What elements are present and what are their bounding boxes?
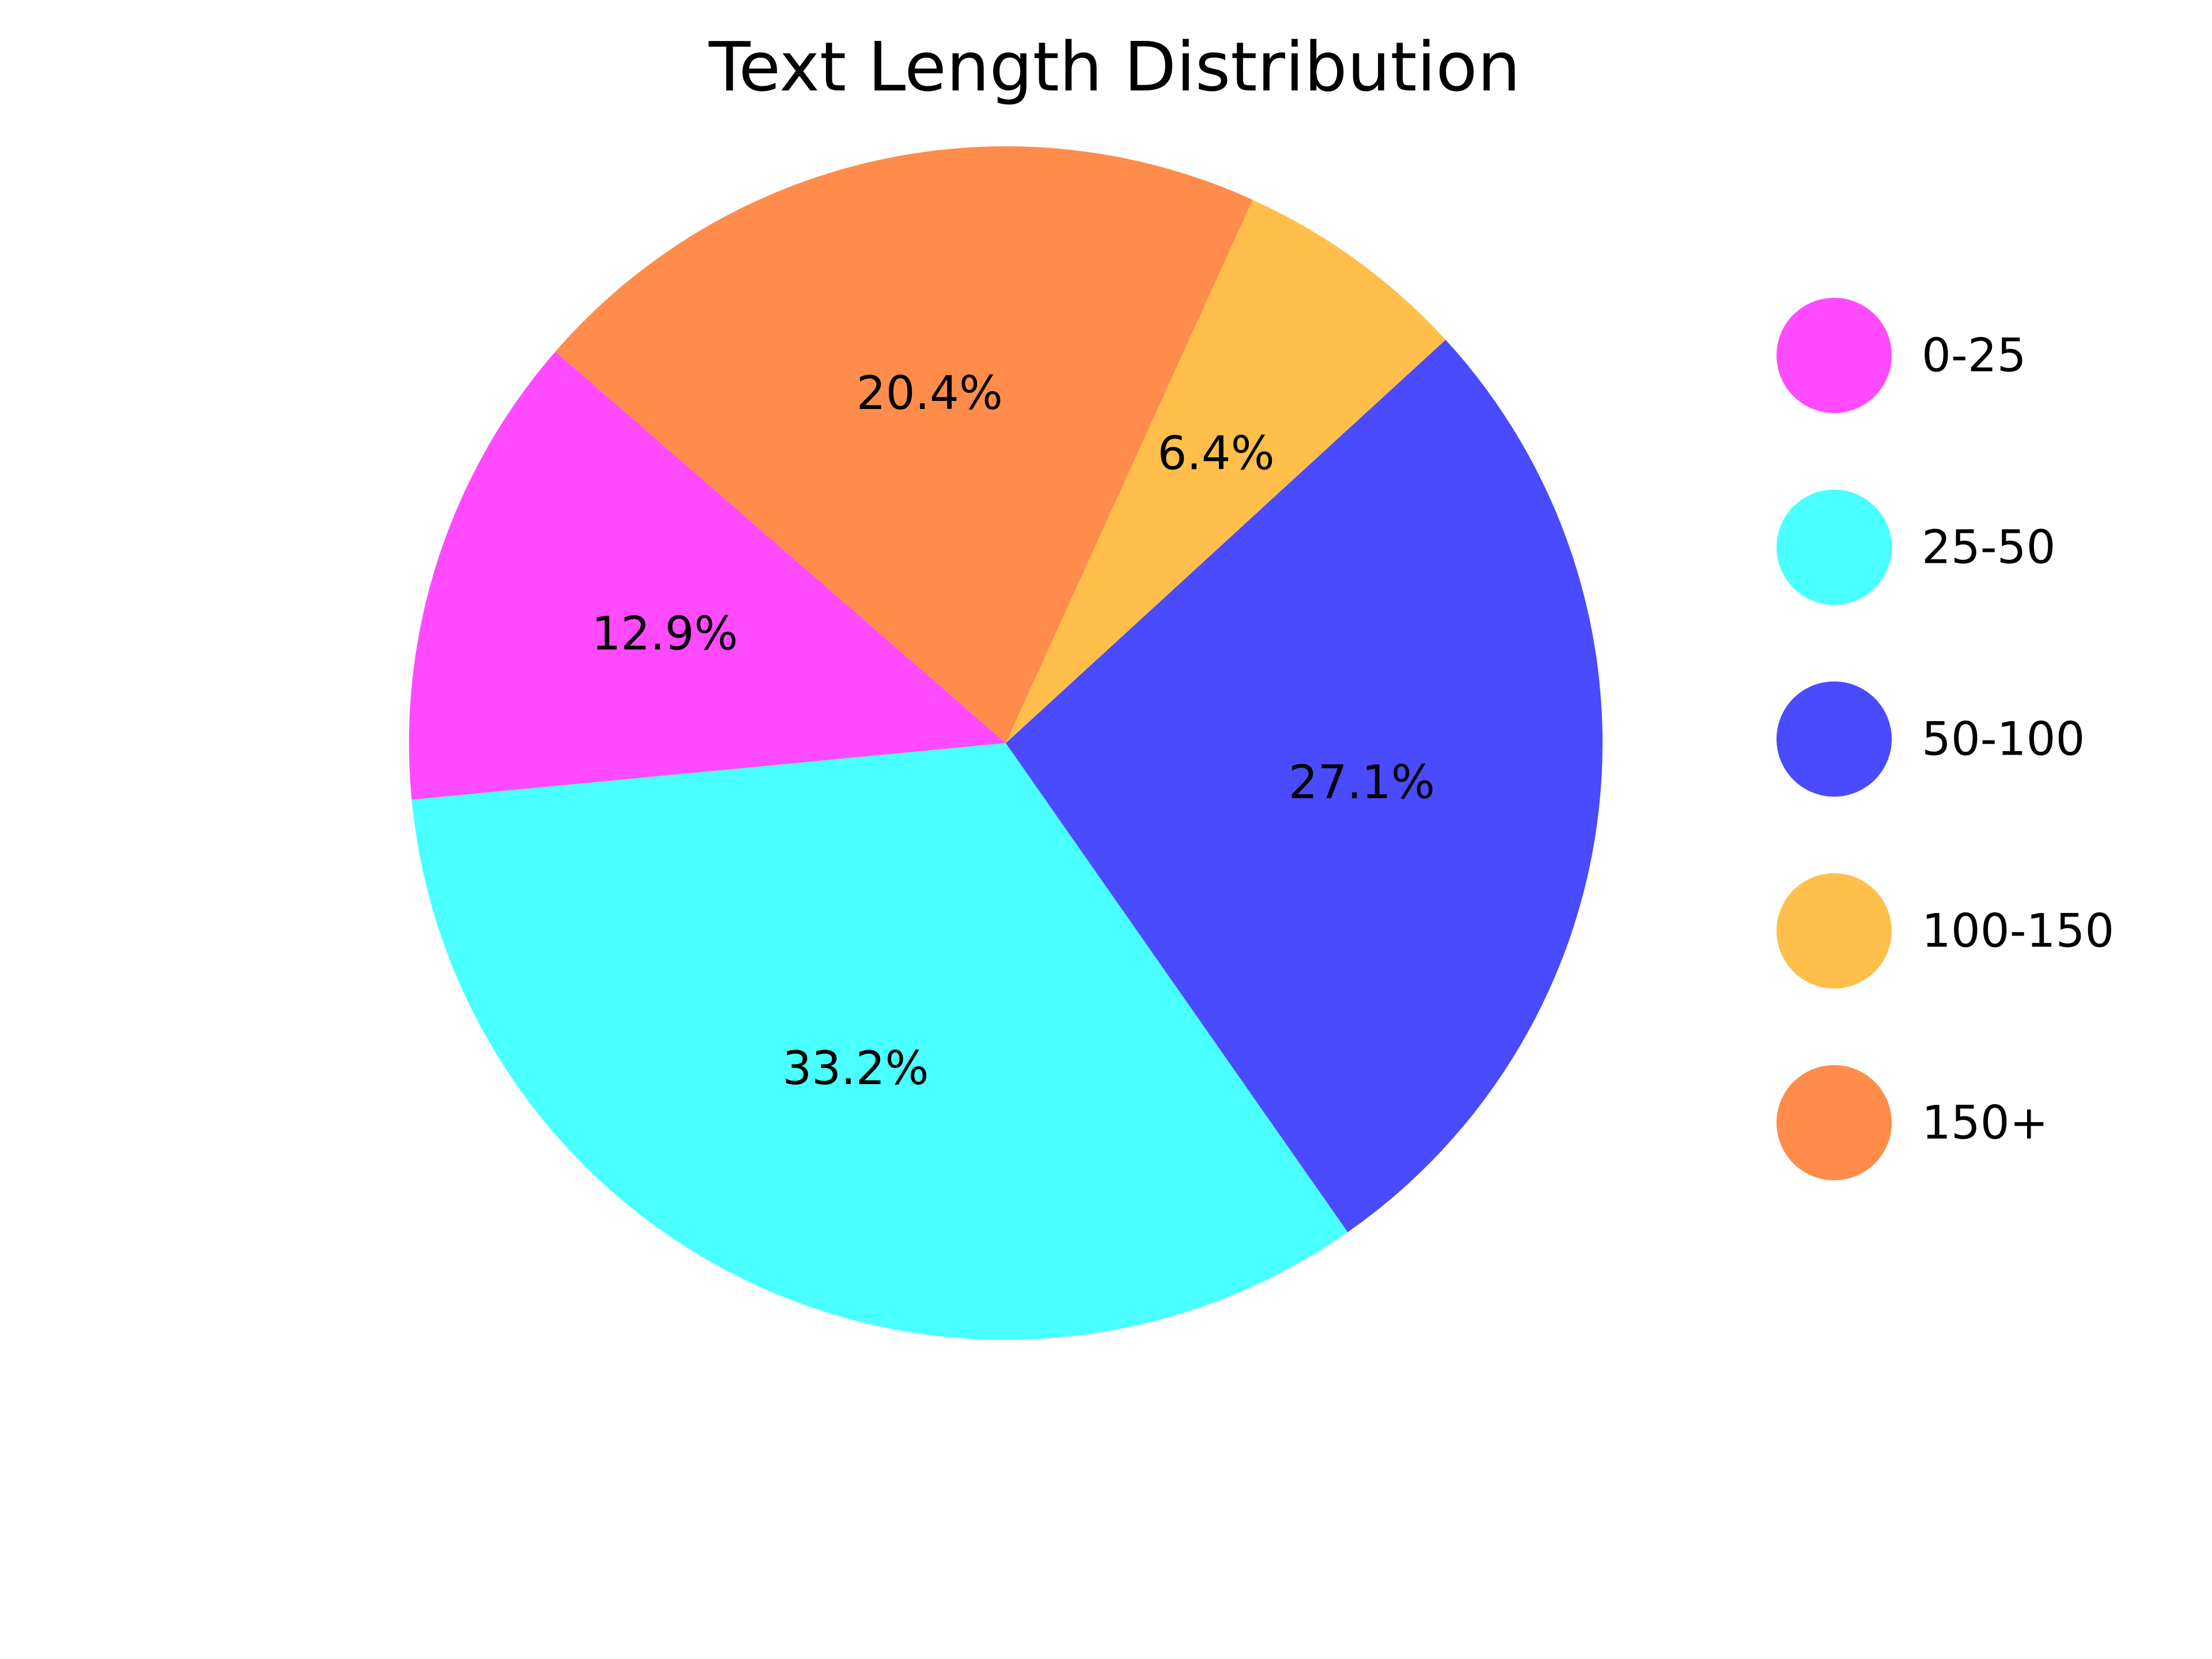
pie-slice-100-150 — [1006, 199, 1446, 744]
legend-item: 0-25 — [1777, 298, 2027, 413]
legend-label: 100-150 — [1922, 904, 2114, 958]
pie-slice-150plus — [555, 146, 1253, 743]
chart-title: Text Length Distribution — [708, 27, 1520, 107]
slice-percent-label: 12.9% — [592, 607, 738, 661]
slice-percent-label: 27.1% — [1289, 755, 1435, 809]
legend-marker — [1777, 681, 1892, 797]
legend-item: 50-100 — [1777, 681, 2085, 797]
pie-slices — [409, 146, 1603, 1340]
legend-label: 25-50 — [1922, 521, 2055, 574]
legend-item: 25-50 — [1777, 490, 2055, 605]
slice-percent-label: 6.4% — [1157, 426, 1274, 480]
legend-item: 100-150 — [1777, 873, 2114, 988]
legend-item: 150+ — [1777, 1065, 2048, 1180]
pie-slice-25-50 — [411, 743, 1348, 1340]
legend-marker — [1777, 1065, 1892, 1180]
pie-slice-labels: 12.9% 33.2% 27.1% 6.4% 20.4% — [592, 366, 1435, 1095]
slice-percent-label: 33.2% — [782, 1041, 929, 1095]
legend-label: 50-100 — [1922, 713, 2085, 766]
pie-slice-50-100 — [1006, 339, 1603, 1233]
legend-marker — [1777, 298, 1892, 413]
legend-label: 0-25 — [1922, 329, 2027, 382]
legend-marker — [1777, 873, 1892, 988]
legend-marker — [1777, 490, 1892, 605]
legend-label: 150+ — [1922, 1096, 2048, 1150]
legend: 0-25 25-50 50-100 100-150 150+ — [1777, 298, 2114, 1180]
pie-slice-0-25 — [409, 351, 1006, 800]
slice-percent-label: 20.4% — [857, 366, 1003, 420]
